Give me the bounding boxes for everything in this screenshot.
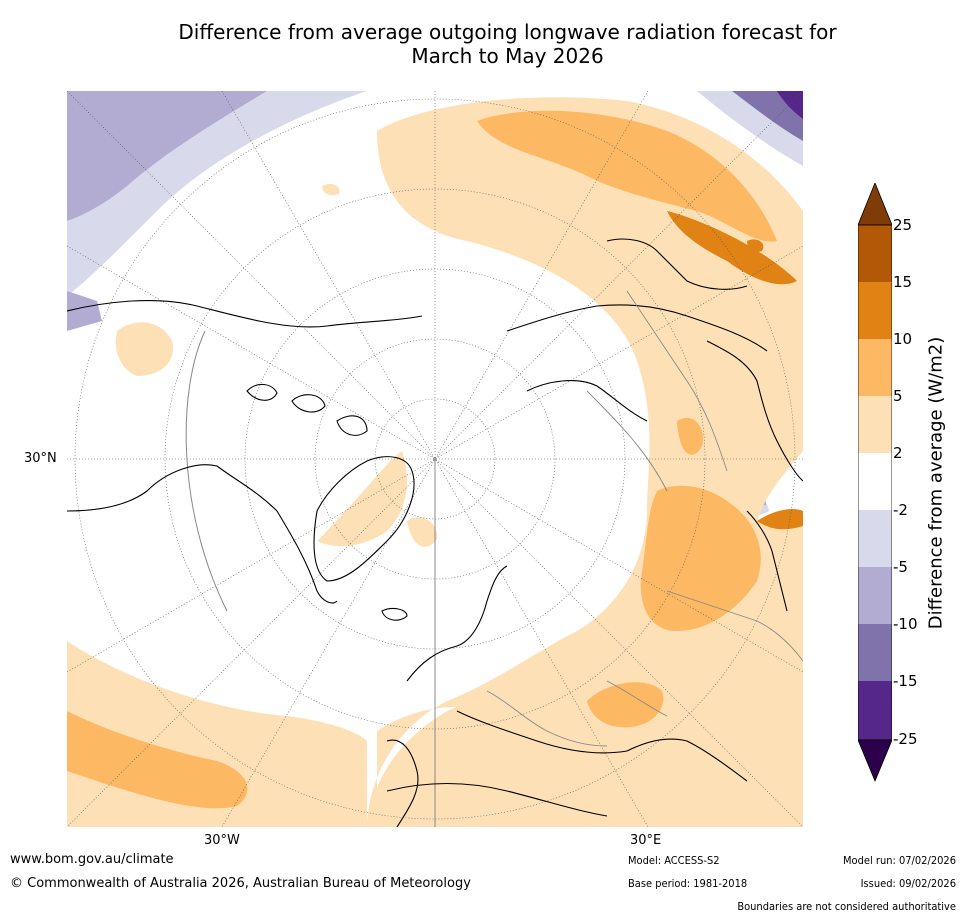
anomaly-region-pos-10-15-pacific (667, 211, 797, 285)
longitude-label-30e: 30°E (630, 833, 662, 848)
colorbar (858, 183, 892, 783)
colorbar-bin-neg-2-5 (858, 510, 892, 567)
footer-base-period: Base period: 1981-2018 (628, 877, 748, 890)
chart-title: Difference from average outgoing longwav… (60, 20, 955, 68)
anomaly-region-neg-upper-right-mid (732, 91, 803, 141)
footer-model: Model: ACCESS-S2 (628, 854, 720, 867)
coast-europe (386, 565, 628, 827)
colorbar-tick-neg-2: -2 (893, 501, 908, 519)
colorbar-bin-10-15 (858, 282, 892, 339)
anomaly-region-pos-5-10-atlantic (67, 711, 248, 809)
coast-middle-east (626, 738, 748, 782)
longitude-label-30w: 30°W (204, 833, 240, 848)
coast-mediterranean (386, 782, 608, 817)
coastlines (67, 238, 803, 827)
graticule (67, 91, 803, 827)
colorbar-tick-15: 15 (893, 273, 913, 291)
footer-copyright: © Commonwealth of Australia 2026, Austra… (10, 876, 471, 891)
colorbar-tick-2: 2 (893, 444, 903, 462)
footer-website: www.bom.gov.au/climate (10, 852, 174, 867)
coast-canadian-archipelago (246, 383, 368, 436)
colorbar-bin-5-10 (858, 339, 892, 396)
anomaly-region-pos-north-america (115, 322, 173, 376)
anomaly-region-pos-greenland (317, 451, 407, 547)
national-borders (486, 290, 803, 747)
anomaly-region-neg-left-edge (67, 291, 102, 331)
footer-model-run: Model run: 07/02/2026 (843, 854, 956, 867)
anomaly-region-pos-arctic-small (322, 183, 340, 196)
anomaly-region-pos-10-15-japan (747, 239, 764, 252)
colorbar-extend-top (858, 183, 892, 226)
colorbar-tick-neg-5: -5 (893, 558, 908, 576)
coast-iceland (381, 607, 408, 621)
colorbar-bin-15-25 (858, 225, 892, 282)
coast-asia-east (706, 340, 803, 612)
colorbar-title: Difference from average (W/m2) (925, 336, 947, 630)
anomaly-region-pos-5-10-china (677, 417, 703, 455)
colorbar-tick-10: 10 (893, 330, 913, 348)
colorbar-bin-neutral (858, 453, 892, 510)
anomaly-region-neg-upper-right-core (777, 91, 803, 119)
anomaly-region-neg-upper-left-core (67, 91, 267, 221)
coast-greenland (313, 456, 415, 582)
footer-disclaimer: Boundaries are not considered authoritat… (737, 900, 956, 913)
colorbar-tick-25: 25 (893, 216, 913, 234)
anomaly-region-pos-5-10-pacific (477, 110, 777, 242)
coast-alaska (606, 238, 748, 290)
colorbar-tick-neg-15: -15 (893, 672, 918, 690)
colorbar-bin-neg-10-15 (858, 624, 892, 681)
colorbar-bin-neg-5-10 (858, 567, 892, 624)
title-line-2: March to May 2026 (411, 44, 604, 68)
footer-issued: Issued: 09/02/2026 (860, 877, 956, 890)
anomaly-region-pos-10-15-east-asia (757, 509, 803, 530)
anomaly-region-pos-5-10-middle-east (587, 682, 664, 728)
anomaly-region-pos-5-10-asia (640, 485, 761, 631)
latitude-label-30n: 30°N (24, 451, 57, 466)
colorbar-tick-5: 5 (893, 387, 903, 405)
colorbar-bin-neg-15-25 (858, 681, 892, 740)
anomaly-region-pos-greenland-east (407, 517, 438, 547)
coast-north-america (67, 300, 423, 604)
latitude-circle-30n (185, 330, 228, 612)
colorbar-tick-neg-25: -25 (893, 730, 918, 748)
colorbar-tick-neg-10: -10 (893, 615, 918, 633)
title-line-1: Difference from average outgoing longwav… (178, 20, 837, 44)
coast-asia-north (506, 304, 768, 422)
colorbar-bin-2-5 (858, 396, 892, 453)
colorbar-extend-bottom (858, 739, 892, 783)
forecast-map[interactable] (67, 91, 803, 827)
